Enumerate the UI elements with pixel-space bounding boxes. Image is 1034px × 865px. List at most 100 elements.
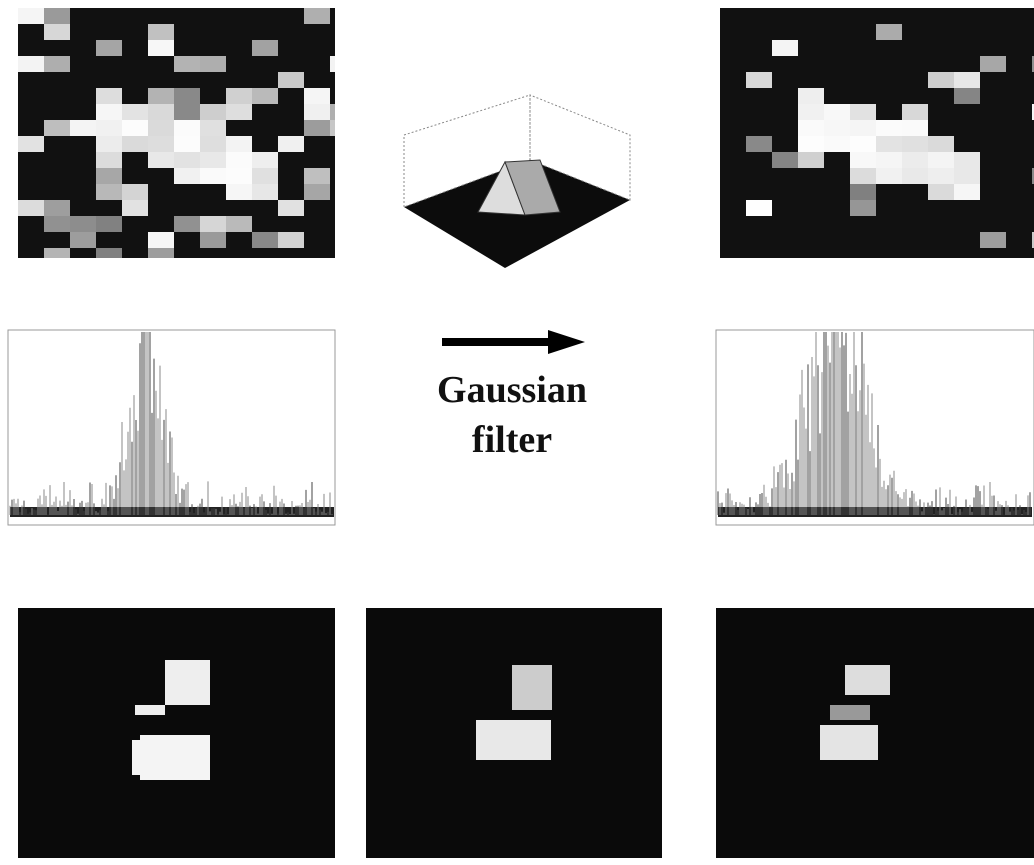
pixel	[174, 56, 200, 72]
pixel	[304, 104, 330, 120]
pixel	[798, 104, 824, 120]
pixel	[850, 200, 876, 216]
pixel	[278, 200, 304, 216]
pixel	[304, 120, 330, 136]
pixel	[96, 88, 122, 104]
pixel	[18, 8, 44, 24]
pixel	[746, 136, 772, 152]
pixel	[226, 104, 252, 120]
pixel	[876, 152, 902, 168]
pixel	[148, 248, 174, 258]
pixel	[902, 152, 928, 168]
pixel	[70, 232, 96, 248]
pixel	[850, 184, 876, 200]
pixel	[174, 168, 200, 184]
pixel	[330, 104, 335, 120]
pixel	[70, 216, 96, 232]
pixel	[96, 136, 122, 152]
blob	[830, 705, 870, 720]
pixel	[44, 120, 70, 136]
pixel	[902, 104, 928, 120]
pixel	[44, 56, 70, 72]
pixel	[850, 168, 876, 184]
pixel	[798, 136, 824, 152]
segmentation-image	[716, 608, 1034, 858]
pixel	[44, 200, 70, 216]
pixel	[96, 168, 122, 184]
pixel	[226, 184, 252, 200]
pixel	[928, 184, 954, 200]
pixel	[850, 104, 876, 120]
pixel	[148, 40, 174, 56]
pixel	[200, 216, 226, 232]
pixel	[252, 40, 278, 56]
pixel	[200, 168, 226, 184]
pixel	[70, 120, 96, 136]
blob	[845, 665, 890, 695]
pixel	[174, 152, 200, 168]
pixel	[928, 72, 954, 88]
pixel	[928, 152, 954, 168]
pixel	[174, 88, 200, 104]
pixel	[876, 136, 902, 152]
pixel	[122, 104, 148, 120]
pixel	[96, 184, 122, 200]
pixel	[746, 200, 772, 216]
pixel	[226, 136, 252, 152]
filtered-histogram	[716, 330, 1034, 525]
pixel	[96, 104, 122, 120]
input-histogram	[8, 330, 335, 525]
pixel	[148, 120, 174, 136]
pixel	[96, 152, 122, 168]
pixel	[148, 136, 174, 152]
pixel	[122, 136, 148, 152]
pixel	[200, 56, 226, 72]
pixel	[928, 168, 954, 184]
pixel	[798, 152, 824, 168]
pixel	[148, 88, 174, 104]
pixel	[746, 72, 772, 88]
pixel	[954, 152, 980, 168]
pixel	[850, 120, 876, 136]
pixel	[122, 200, 148, 216]
pixel	[902, 168, 928, 184]
pixel	[122, 184, 148, 200]
caption-line: Gaussian	[437, 369, 587, 411]
blob	[512, 665, 552, 710]
image-frame	[18, 608, 335, 858]
pixel	[304, 184, 330, 200]
blob	[132, 740, 162, 775]
pixel	[174, 136, 200, 152]
pixel	[954, 168, 980, 184]
pixel	[18, 136, 44, 152]
pixel	[330, 56, 335, 72]
segmentation-image	[366, 608, 662, 858]
pixel	[96, 248, 122, 258]
pixel	[226, 216, 252, 232]
pixel	[954, 72, 980, 88]
input-image	[18, 8, 335, 258]
pixel	[304, 168, 330, 184]
pixel	[772, 40, 798, 56]
pixel	[200, 232, 226, 248]
pixel	[226, 168, 252, 184]
pixel	[902, 136, 928, 152]
blob	[165, 660, 210, 705]
pixel	[148, 152, 174, 168]
pixel	[96, 120, 122, 136]
caption-line: filter	[472, 419, 552, 461]
pixel	[330, 120, 335, 136]
pixel	[18, 200, 44, 216]
blob	[820, 725, 878, 760]
segmentation-image	[18, 608, 335, 858]
pixel	[18, 56, 44, 72]
pixel	[148, 24, 174, 40]
pixel	[798, 120, 824, 136]
pixel	[174, 120, 200, 136]
blob	[135, 705, 165, 715]
pixel	[148, 104, 174, 120]
pixel	[928, 136, 954, 152]
pixel	[876, 120, 902, 136]
pixel	[44, 248, 70, 258]
pixel	[174, 104, 200, 120]
